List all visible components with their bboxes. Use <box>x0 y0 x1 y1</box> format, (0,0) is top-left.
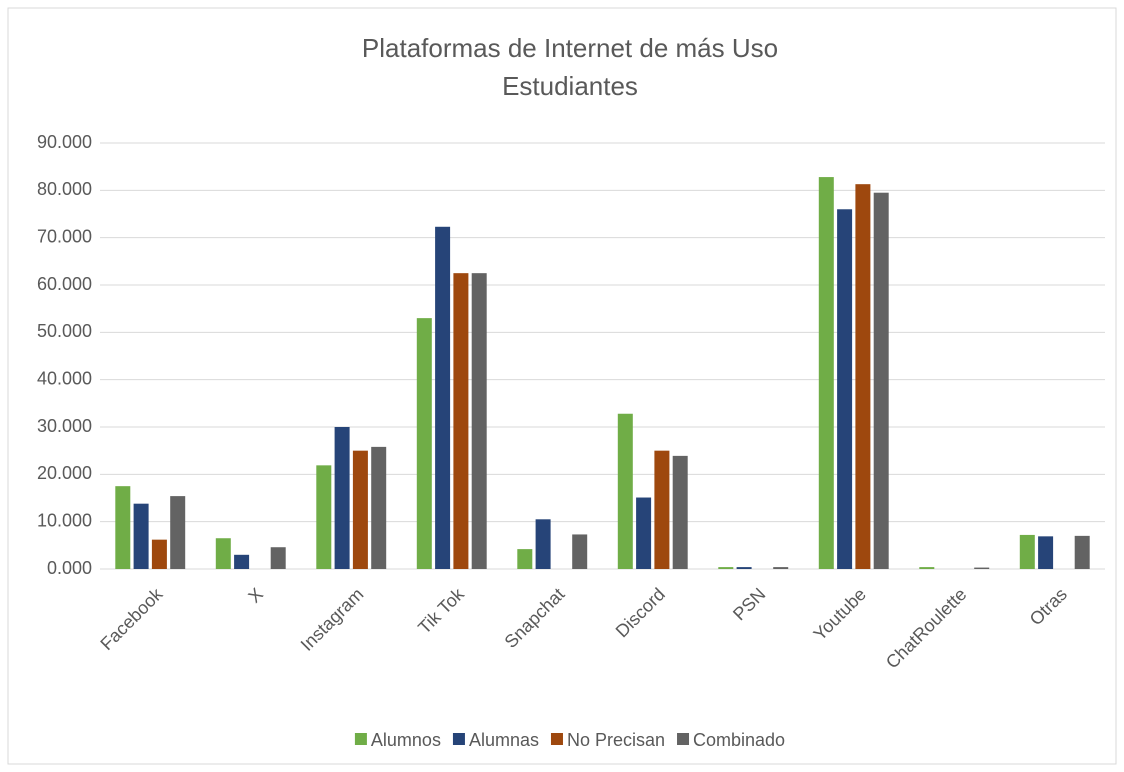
bar <box>654 450 670 569</box>
bar <box>636 497 652 569</box>
bar <box>352 450 368 569</box>
y-tick-label: 10.000 <box>37 510 92 530</box>
bar <box>572 534 588 569</box>
bar <box>1019 534 1035 569</box>
bar <box>416 318 432 569</box>
bar <box>1038 536 1054 569</box>
bar <box>718 567 734 569</box>
legend-swatch <box>354 733 367 745</box>
y-tick-label: 40.000 <box>37 368 92 388</box>
y-tick-label: 80.000 <box>37 179 92 199</box>
bar <box>133 503 149 569</box>
legend-label: Alumnas <box>469 730 539 750</box>
bar <box>773 567 789 569</box>
bar <box>873 192 889 569</box>
bar <box>736 567 752 569</box>
bar <box>371 446 387 569</box>
y-tick-label: 50.000 <box>37 321 92 341</box>
chart-subtitle: Estudiantes <box>502 71 638 101</box>
chart-title: Plataformas de Internet de más Uso <box>362 33 778 63</box>
bar <box>435 226 451 569</box>
bar <box>453 273 469 569</box>
y-tick-label: 70.000 <box>37 226 92 246</box>
bar <box>316 465 332 569</box>
bar <box>270 547 286 569</box>
bar <box>115 486 131 569</box>
y-tick-label: 60.000 <box>37 274 92 294</box>
bar <box>471 273 487 569</box>
bar <box>919 567 935 569</box>
bar <box>535 519 551 569</box>
bar <box>855 184 871 569</box>
legend-swatch <box>452 733 465 745</box>
bar <box>215 538 231 569</box>
legend-label: Combinado <box>693 730 785 750</box>
y-tick-label: 20.000 <box>37 463 92 483</box>
bar <box>170 496 186 569</box>
bar <box>234 554 250 569</box>
chart-border <box>7 7 1117 765</box>
y-tick-label: 30.000 <box>37 416 92 436</box>
bar <box>1074 535 1090 569</box>
bar <box>517 549 533 569</box>
legend-label: Alumnos <box>371 730 441 750</box>
y-tick-label: 90.000 <box>37 132 92 152</box>
bar <box>334 427 350 569</box>
bar <box>151 539 167 569</box>
bar <box>672 455 688 569</box>
bar <box>837 209 853 569</box>
y-tick-label: 0.000 <box>47 558 92 578</box>
legend-label: No Precisan <box>567 730 665 750</box>
bar <box>974 567 990 569</box>
legend-swatch <box>677 733 690 745</box>
bar <box>818 177 834 569</box>
bar <box>617 413 633 569</box>
legend-swatch <box>550 733 563 745</box>
